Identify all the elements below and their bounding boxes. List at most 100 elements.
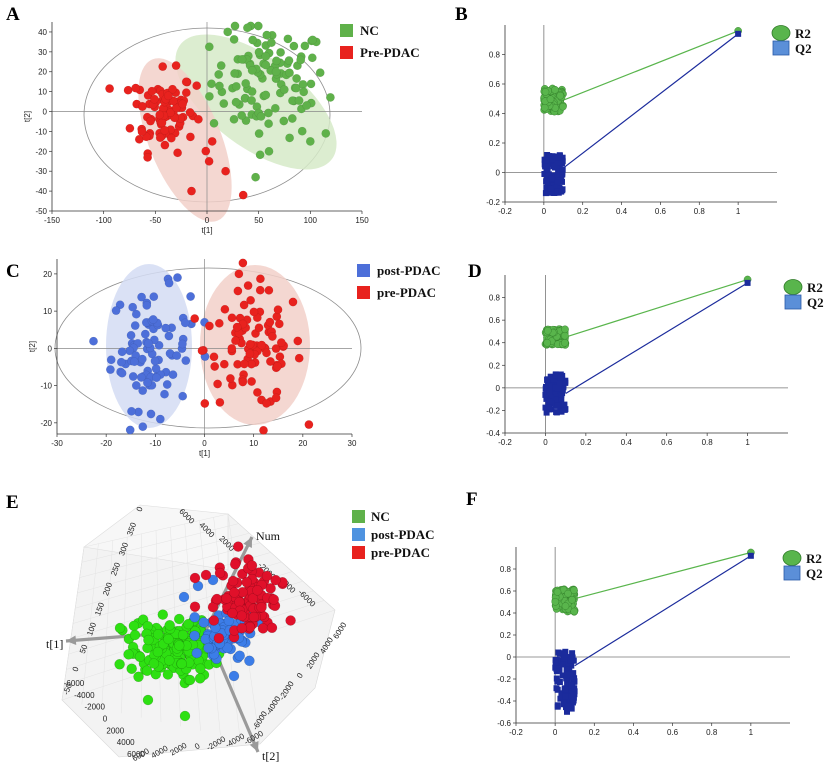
data-point-pre-pdac <box>232 322 242 332</box>
data-point-pre-pdac <box>245 349 255 359</box>
q2-point <box>556 380 563 387</box>
sphere-pre-pdac <box>208 615 220 626</box>
x-tick-label: -30 <box>51 439 63 448</box>
data-point-pre-pdac <box>231 336 240 346</box>
data-point-pre-pdac <box>239 300 249 310</box>
q2-point <box>564 671 571 678</box>
data-point-pre-pdac <box>262 398 271 408</box>
r2-intercept-line <box>565 278 748 338</box>
data-point-nc <box>231 82 241 91</box>
sphere-nc <box>128 620 140 632</box>
data-point-nc <box>229 35 239 44</box>
r2-point <box>541 88 550 96</box>
data-point-nc <box>264 146 274 156</box>
data-point-pre-pdac <box>187 186 196 196</box>
sphere-pre-pdac <box>227 607 238 619</box>
legend-swatch-q2 <box>783 565 801 581</box>
data-point-pre-pdac <box>255 285 265 295</box>
data-point-post-pdac <box>186 292 196 301</box>
data-point-pre-pdac <box>214 318 224 328</box>
legend-label: Q2 <box>807 295 824 310</box>
q2-point <box>546 398 553 405</box>
y-tick-label: 0.4 <box>489 339 501 348</box>
data-point-nc <box>287 114 297 123</box>
x-tick-label: 10 <box>249 439 258 448</box>
q2-point <box>553 685 560 692</box>
data-point-pre-pdac <box>149 94 159 104</box>
data-point-pre-pdac <box>185 108 195 117</box>
data-point-nc <box>300 41 310 51</box>
data-point-pre-pdac <box>168 84 177 94</box>
q2-point <box>559 154 566 161</box>
data-point-post-pdac <box>117 347 127 357</box>
sphere-pre-pdac <box>246 560 258 571</box>
q2-point <box>546 389 553 395</box>
panel-label-f: F <box>466 489 478 510</box>
permutation-plot-d: -0.2 0 0.2 0.4 0.6 0.8 1-0.4-0.200.20.40.60.8R… <box>486 275 824 447</box>
grid-line <box>77 542 261 594</box>
y-tick-label: 10 <box>43 307 52 316</box>
q2-point <box>544 377 551 383</box>
y-tick-label: 0 <box>48 344 53 353</box>
y-tick-label: 30 <box>38 48 47 57</box>
data-point-pre-pdac <box>125 123 135 133</box>
q2-point <box>570 697 577 704</box>
y-tick-label: 40 <box>38 28 47 37</box>
data-point-pre-pdac <box>288 297 298 307</box>
q2-point <box>554 703 561 710</box>
q2-point <box>557 374 564 381</box>
sphere-pre-pdac <box>265 583 276 594</box>
axis-label-t1: t[1] <box>46 637 63 651</box>
q2-point <box>546 406 552 413</box>
t1-tick-label: 2000 <box>106 726 124 735</box>
q2-point <box>554 179 561 186</box>
data-point-post-pdac <box>128 372 138 381</box>
q2-point <box>563 675 570 682</box>
data-point-post-pdac <box>154 340 164 350</box>
sphere-pre-pdac <box>213 632 225 644</box>
hotelling-ellipse <box>54 267 362 429</box>
q2-point <box>555 154 561 161</box>
data-point-pre-pdac <box>173 148 183 158</box>
data-point-nc <box>279 116 289 126</box>
data-point-nc <box>270 103 280 113</box>
sphere-nc <box>133 671 144 683</box>
data-point-post-pdac <box>129 357 139 367</box>
r2-point <box>570 586 578 595</box>
sphere-nc <box>143 634 154 646</box>
data-point-nc <box>237 55 247 64</box>
data-point-nc <box>292 74 301 83</box>
data-point-post-pdac <box>140 329 150 339</box>
t1-tick-label: 4000 <box>117 738 135 747</box>
sphere-nc <box>129 629 141 641</box>
x-axis-label: t[1] <box>201 226 212 235</box>
data-point-pre-pdac <box>255 274 265 284</box>
sphere-nc <box>114 659 125 670</box>
q2-point <box>551 184 558 191</box>
legend-swatch-q2 <box>772 40 790 56</box>
q2-point <box>571 685 578 692</box>
x-tick-label: 20 <box>298 439 307 448</box>
q2-point <box>544 385 551 392</box>
sphere-post-pdac <box>189 630 200 641</box>
data-point-nc <box>251 172 261 182</box>
sphere-nc <box>164 655 175 666</box>
panel-label-b: B <box>455 4 468 25</box>
sphere-post-pdac <box>234 650 245 661</box>
data-point-nc <box>219 99 229 109</box>
legend-label: post-PDAC <box>371 527 435 542</box>
data-point-post-pdac <box>130 321 140 330</box>
data-point-post-pdac <box>172 351 182 360</box>
legend-swatch <box>352 528 365 541</box>
q2-point <box>557 650 564 657</box>
num-tick-label: 0 <box>135 505 145 513</box>
data-point-post-pdac <box>128 302 138 312</box>
sphere-nc <box>179 710 191 722</box>
data-point-pre-pdac <box>267 332 277 341</box>
sphere-pre-pdac <box>229 558 241 570</box>
y-tick-label: -0.2 <box>486 406 500 415</box>
sphere-nc <box>177 629 189 641</box>
x-tick-label: 0 <box>542 207 547 216</box>
sphere-nc <box>173 640 185 651</box>
data-point-pre-pdac <box>171 61 181 70</box>
